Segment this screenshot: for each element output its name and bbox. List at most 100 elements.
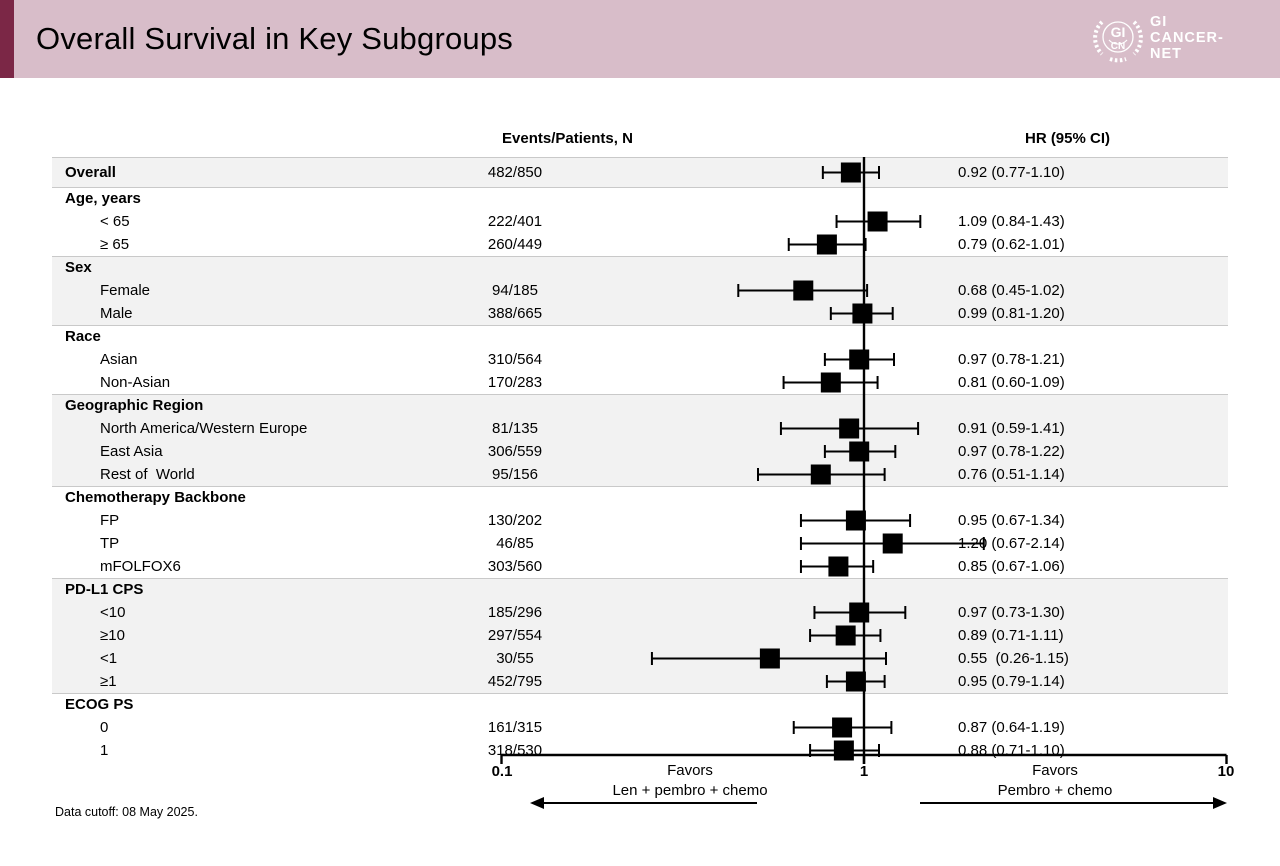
row-label: mFOLFOX6 (100, 558, 181, 575)
events-value: 95/156 (492, 466, 538, 483)
section-header: Chemotherapy Backbone (65, 489, 246, 506)
hr-value: 0.95 (0.79-1.14) (958, 673, 1065, 690)
table-row: mFOLFOX6 303/560 0.85 (0.67-1.06) (52, 555, 1228, 578)
hr-value: 0.99 (0.81-1.20) (958, 305, 1065, 322)
table-row: 1 318/530 0.88 (0.71-1.10) (52, 739, 1228, 762)
favors-left-label: Favors Len + pembro + chemo (550, 761, 830, 801)
events-value: 94/185 (492, 282, 538, 299)
table-row: TP 46/85 1.20 (0.67-2.14) (52, 532, 1228, 555)
row-label: Female (100, 282, 151, 299)
section-header: ECOG PS (65, 696, 134, 713)
section: Age, years < 65 222/401 1.09 (0.84-1.43) ≥ 6… (52, 187, 1228, 256)
axis-tick-label-10: 10 (1217, 763, 1235, 780)
axis-tick-label-1: 1 (859, 763, 869, 780)
axis-tick-label-0.1: 0.1 (491, 763, 513, 780)
events-value: 130/202 (487, 512, 543, 529)
hr-value: 0.68 (0.45-1.02) (958, 282, 1065, 299)
column-header-hr: HR (95% CI) (1024, 130, 1110, 147)
footnote: Data cutoff: 08 May 2025. (55, 805, 198, 819)
favors-left-line1: Favors (667, 762, 713, 779)
events-value: 260/449 (487, 236, 543, 253)
favors-right-line1: Favors (1032, 762, 1078, 779)
hr-value: 0.88 (0.71-1.10) (958, 742, 1065, 759)
favors-left-line2: Len + pembro + chemo (612, 782, 768, 799)
section: Race Asian 310/564 0.97 (0.78-1.21) Non-Asia… (52, 325, 1228, 394)
accent-bar (0, 0, 14, 78)
row-label: TP (100, 535, 120, 552)
row-label: < 65 (100, 213, 130, 230)
table-row: Non-Asian 170/283 0.81 (0.60-1.09) (52, 371, 1228, 394)
hr-value: 0.81 (0.60-1.09) (958, 374, 1065, 391)
events-value: 185/296 (487, 604, 543, 621)
hr-value: 0.79 (0.62-1.01) (958, 236, 1065, 253)
table-row: North America/Western Europe 81/135 0.91 (… (52, 417, 1228, 440)
table-row: < 65 222/401 1.09 (0.84-1.43) (52, 210, 1228, 233)
events-value: 452/795 (487, 673, 543, 690)
row-label: <1 (100, 650, 118, 667)
table-row: ≥10 297/554 0.89 (0.71-1.11) (52, 624, 1228, 647)
row-label: Rest of World (100, 466, 195, 483)
table-row: East Asia 306/559 0.97 (0.78-1.22) (52, 440, 1228, 463)
events-value: 388/665 (487, 305, 543, 322)
hr-value: 0.97 (0.78-1.21) (958, 351, 1065, 368)
hr-value: 0.97 (0.78-1.22) (958, 443, 1065, 460)
section: Sex Female 94/185 0.68 (0.45-1.02) Male 388/6… (52, 256, 1228, 325)
hr-value: 0.76 (0.51-1.14) (958, 466, 1065, 483)
hr-value: 0.89 (0.71-1.11) (958, 627, 1064, 644)
section-header: Sex (65, 259, 92, 276)
row-label: ≥1 (100, 673, 117, 690)
hr-value: 1.09 (0.84-1.43) (958, 213, 1065, 230)
logo-wordmark: GI CANCER- NET (1150, 14, 1223, 62)
section-header: Race (65, 328, 101, 345)
favors-right-line2: Pembro + chemo (997, 782, 1113, 799)
table-row: Rest of World 95/156 0.76 (0.51-1.14) (52, 463, 1228, 486)
favors-right-label: Favors Pembro + chemo (915, 761, 1195, 801)
favors-right-arrowhead (1213, 797, 1227, 809)
laurel-wreath-icon (1093, 20, 1143, 63)
section-header: PD-L1 CPS (65, 581, 144, 598)
row-label: North America/Western Europe (100, 420, 308, 437)
row-label: East Asia (100, 443, 163, 460)
hr-value: 0.87 (0.64-1.19) (958, 719, 1065, 736)
events-value: 303/560 (487, 558, 543, 575)
table-row: Female 94/185 0.68 (0.45-1.02) (52, 279, 1228, 302)
row-label: 0 (100, 719, 109, 736)
header-band: Overall Survival in Key Subgroups GI CN … (0, 0, 1280, 78)
row-label: <10 (100, 604, 126, 621)
hr-value: 0.85 (0.67-1.06) (958, 558, 1065, 575)
table-row: FP 130/202 0.95 (0.67-1.34) (52, 509, 1228, 532)
events-value: 161/315 (487, 719, 543, 736)
section: ECOG PS 0 161/315 0.87 (0.64-1.19) 1 318/530 0… (52, 693, 1228, 762)
section: Overall 482/850 0.92 (0.77-1.10) (52, 157, 1228, 187)
page-title: Overall Survival in Key Subgroups (36, 21, 513, 56)
events-value: 310/564 (487, 351, 543, 368)
hr-value: 0.91 (0.59-1.41) (958, 420, 1065, 437)
row-label: Overall (65, 164, 116, 181)
events-value: 30/55 (496, 650, 534, 667)
hr-value: 1.20 (0.67-2.14) (958, 535, 1065, 552)
favors-left-arrowhead (530, 797, 544, 809)
hr-value: 0.97 (0.73-1.30) (958, 604, 1065, 621)
table-row: Overall 482/850 0.92 (0.77-1.10) (52, 158, 1228, 187)
row-label: Non-Asian (100, 374, 171, 391)
row-label: ≥ 65 (100, 236, 130, 253)
hr-value: 0.55 (0.26-1.15) (958, 650, 1069, 667)
row-label: Male (100, 305, 133, 322)
events-value: 46/85 (496, 535, 534, 552)
row-label: 1 (100, 742, 109, 759)
logo-badge-top: GI (1111, 24, 1126, 40)
events-value: 81/135 (492, 420, 538, 437)
hr-value: 0.92 (0.77-1.10) (958, 164, 1065, 181)
table-row: Asian 310/564 0.97 (0.78-1.21) (52, 348, 1228, 371)
table-row: ≥1 452/795 0.95 (0.79-1.14) (52, 670, 1228, 693)
events-value: 170/283 (487, 374, 543, 391)
table-row: <1 30/55 0.55 (0.26-1.15) (52, 647, 1228, 670)
row-label: ≥10 (100, 627, 125, 644)
hr-value: 0.95 (0.67-1.34) (958, 512, 1065, 529)
events-value: 482/850 (487, 164, 543, 181)
events-value: 306/559 (487, 443, 543, 460)
table-row: Male 388/665 0.99 (0.81-1.20) (52, 302, 1228, 325)
section: PD-L1 CPS <10 185/296 0.97 (0.73-1.30) ≥10 29… (52, 578, 1228, 693)
table-row: ≥ 65 260/449 0.79 (0.62-1.01) (52, 233, 1228, 256)
